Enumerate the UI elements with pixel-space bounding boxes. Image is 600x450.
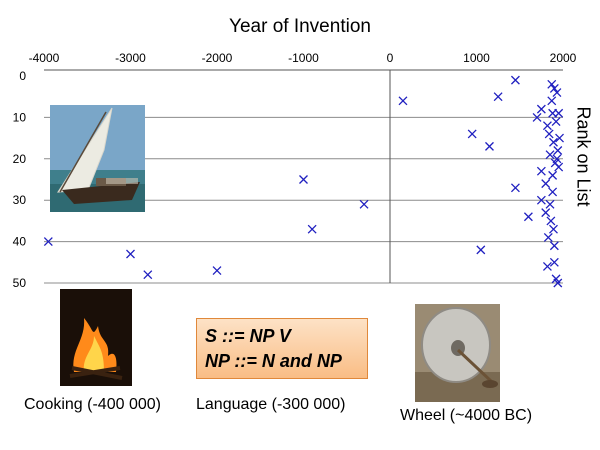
data-point (549, 224, 558, 234)
data-point (551, 117, 561, 126)
data-point (510, 183, 520, 193)
data-point (541, 179, 551, 189)
x-tick-label: 1000 (463, 51, 490, 65)
y-tick-label: 0 (19, 69, 26, 83)
tick-labels: -4000 -3000 -2000 -1000 0 1000 2000 0 10 20 30 40 50 (13, 51, 577, 290)
data-point (549, 137, 558, 147)
grid-lines (44, 116, 563, 284)
data-point (536, 104, 546, 114)
data-point (548, 187, 558, 197)
y-tick-label: 30 (13, 193, 27, 207)
data-point (549, 257, 559, 267)
y-tick-label: 50 (13, 276, 27, 290)
sailboat-image (50, 105, 145, 212)
data-point (523, 212, 533, 222)
data-point (307, 224, 317, 234)
data-point (359, 199, 369, 209)
data-point (548, 170, 558, 180)
data-point (542, 121, 552, 131)
data-point (143, 270, 153, 280)
x-tick-label: -4000 (29, 51, 60, 65)
data-point (549, 83, 559, 93)
data-point (398, 96, 408, 106)
data-point (532, 112, 542, 122)
grammar-rule-1: S ::= NP V (205, 326, 291, 346)
axes (44, 69, 563, 283)
data-point (544, 129, 554, 139)
caption-language: Language (-300 000) (196, 396, 346, 413)
stone-wheel-image (415, 304, 500, 402)
data-point (554, 108, 564, 118)
data-point (549, 241, 559, 251)
campfire-image (60, 289, 132, 386)
data-point (510, 75, 520, 85)
data-point (554, 162, 564, 172)
caption-wheel: Wheel (~4000 BC) (400, 407, 533, 424)
data-point (467, 129, 477, 139)
data-point (552, 154, 562, 164)
data-point (476, 245, 486, 255)
data-point (493, 92, 503, 102)
data-point (553, 146, 563, 155)
data-point (545, 150, 555, 160)
data-point (43, 237, 53, 247)
grammar-callout: S ::= NP V NP ::= N and NP (196, 318, 368, 379)
data-points (43, 75, 564, 288)
data-point (546, 216, 556, 226)
data-point (542, 261, 552, 271)
data-point (536, 166, 546, 176)
data-point (126, 249, 135, 259)
grammar-rule-2: NP ::= N and NP (205, 351, 342, 371)
data-point (555, 133, 564, 143)
x-tick-label: 2000 (550, 51, 577, 65)
data-point (545, 199, 555, 209)
data-point (547, 79, 557, 89)
x-tick-label: 0 (387, 51, 394, 65)
x-tick-label: -3000 (115, 51, 146, 65)
data-point (543, 233, 553, 242)
y-tick-label: 40 (13, 235, 27, 249)
data-point (212, 266, 222, 276)
x-tick-label: -2000 (202, 51, 233, 65)
data-point (547, 96, 557, 106)
data-point (299, 175, 308, 184)
caption-cooking: Cooking (-400 000) (24, 396, 161, 413)
x-tick-label: -1000 (288, 51, 319, 65)
data-point (553, 278, 563, 288)
y-tick-label: 20 (13, 152, 27, 166)
data-point (552, 88, 562, 98)
data-point (485, 141, 494, 151)
data-point (541, 208, 551, 218)
chart-title: Year of Invention (229, 16, 371, 37)
y-tick-label: 10 (13, 110, 27, 124)
data-point (536, 195, 546, 205)
